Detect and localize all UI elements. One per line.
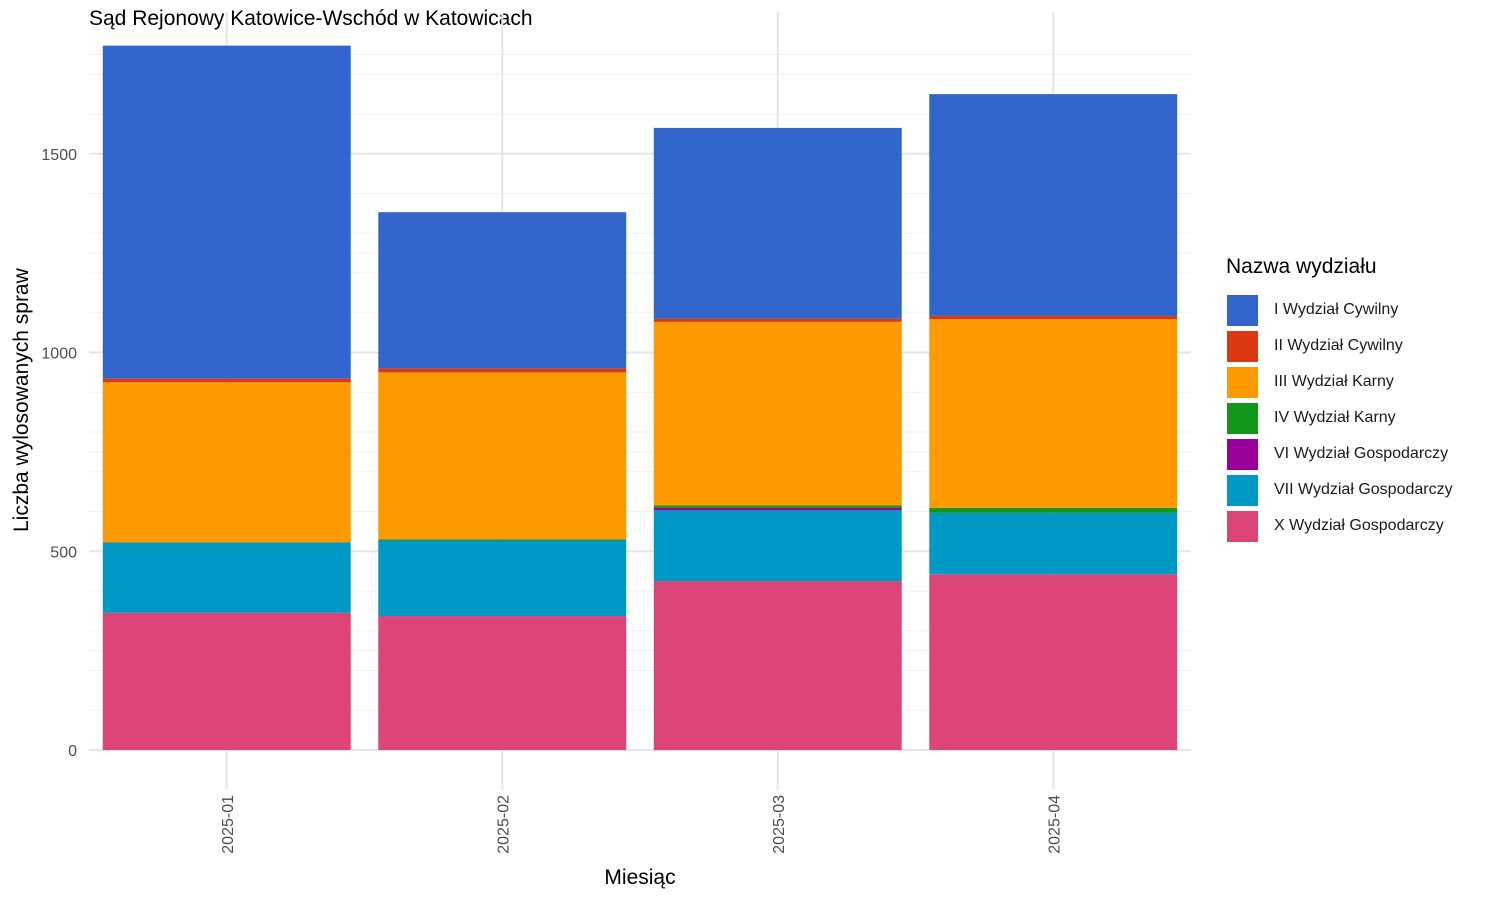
chart-title: Sąd Rejonowy Katowice-Wschód w Katowicac… — [89, 7, 533, 30]
bar-segment — [378, 212, 627, 369]
bar-segment — [653, 510, 902, 582]
bar-segment — [929, 512, 1178, 575]
bar-segment — [378, 368, 627, 373]
legend: Nazwa wydziału I Wydział Cywilny II Wydzi… — [1226, 255, 1453, 544]
x-tick-label: 2025-03 — [771, 795, 788, 854]
legend-item: VII Wydział Gospodarczy — [1226, 472, 1453, 508]
y-tick-label: 1500 — [41, 147, 77, 164]
legend-label: VII Wydział Gospodarczy — [1274, 481, 1453, 498]
bar-segment — [929, 94, 1178, 316]
x-tick-label: 2025-01 — [220, 795, 237, 854]
y-axis-label: Liczba wylosowanych spraw — [10, 268, 33, 532]
bar-segment — [653, 505, 902, 508]
bar-segment — [929, 319, 1178, 508]
legend-swatch — [1226, 473, 1259, 507]
legend-swatch — [1226, 365, 1259, 399]
x-tick-label: 2025-02 — [495, 795, 512, 854]
y-tick-label: 0 — [68, 743, 77, 760]
bar-segment — [929, 574, 1178, 750]
y-tick-label: 500 — [50, 544, 77, 561]
x-tick-label: 2025-04 — [1046, 795, 1063, 854]
legend-title: Nazwa wydziału — [1226, 255, 1377, 278]
legend-items: I Wydział Cywilny II Wydział Cywilny III W… — [1226, 292, 1453, 544]
bar-segment — [653, 127, 902, 319]
bar-segment — [929, 315, 1178, 320]
y-tick-label: 1000 — [41, 346, 77, 363]
legend-swatch — [1226, 509, 1259, 543]
bar-segment — [378, 540, 627, 617]
legend-label: III Wydział Karny — [1274, 373, 1394, 390]
bar-segment — [653, 581, 902, 750]
legend-label: I Wydział Cywilny — [1274, 301, 1399, 318]
legend-swatch — [1226, 437, 1259, 471]
legend-label: VI Wydział Gospodarczy — [1274, 445, 1449, 462]
legend-item: VI Wydział Gospodarczy — [1226, 436, 1453, 472]
legend-item: X Wydział Gospodarczy — [1226, 508, 1453, 544]
legend-label: IV Wydział Karny — [1274, 409, 1396, 426]
x-axis-label: Miesiąc — [604, 866, 676, 889]
bar-segment — [378, 372, 627, 540]
legend-swatch — [1226, 329, 1259, 363]
bar-segment — [102, 542, 351, 613]
bar-segment — [929, 507, 1178, 513]
bar-segment — [102, 45, 351, 379]
bar-segment — [102, 382, 351, 543]
legend-item: II Wydział Cywilny — [1226, 328, 1453, 364]
bar-segment — [102, 378, 351, 383]
bar-segment — [653, 507, 902, 511]
bar-segment — [102, 612, 351, 750]
legend-item: IV Wydział Karny — [1226, 400, 1453, 436]
bar-segment — [653, 321, 902, 506]
legend-swatch — [1226, 293, 1259, 327]
legend-label: X Wydział Gospodarczy — [1274, 517, 1444, 534]
bar-segment — [378, 616, 627, 750]
legend-item: I Wydział Cywilny — [1226, 292, 1453, 328]
bar-segment — [653, 318, 902, 322]
legend-label: II Wydział Cywilny — [1274, 337, 1403, 354]
legend-swatch — [1226, 401, 1259, 435]
bar-segment — [378, 539, 627, 541]
legend-item: III Wydział Karny — [1226, 364, 1453, 400]
